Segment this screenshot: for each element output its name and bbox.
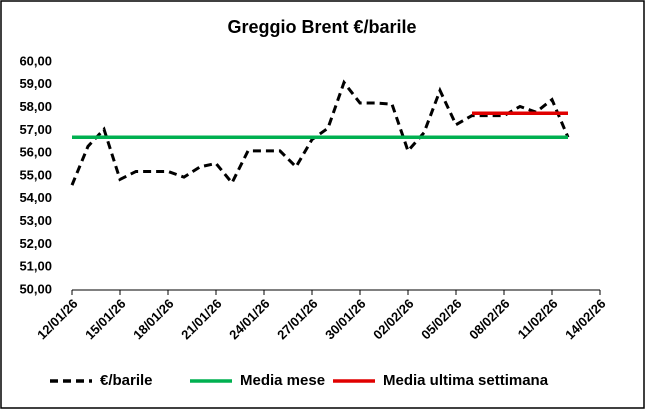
y-tick-label: 59,00 <box>19 76 52 91</box>
y-tick-label: 53,00 <box>19 213 52 228</box>
legend-label: Media mese <box>240 372 325 389</box>
y-tick-label: 56,00 <box>19 145 52 160</box>
y-tick-label: 60,00 <box>19 53 52 68</box>
legend-label: Media ultima settimana <box>383 372 549 389</box>
y-tick-label: 58,00 <box>19 99 52 114</box>
series-line <box>70 79 570 186</box>
y-tick-label: 52,00 <box>19 236 52 251</box>
y-tick-label: 51,00 <box>19 259 52 274</box>
y-tick-label: 55,00 <box>19 167 52 182</box>
chart-title: Greggio Brent €/barile <box>227 17 416 37</box>
y-tick-label: 57,00 <box>19 122 52 137</box>
y-tick-label: 50,00 <box>19 281 52 296</box>
y-tick-label: 54,00 <box>19 190 52 205</box>
legend-label: €/barile <box>100 372 153 389</box>
